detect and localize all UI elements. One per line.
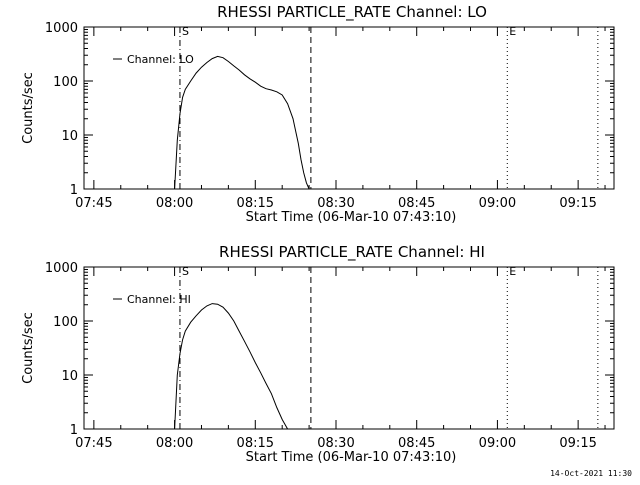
- y-tick-label: 1: [70, 183, 78, 198]
- marker-label-S: S: [182, 25, 189, 38]
- marker-label-E: E: [509, 265, 516, 278]
- date-stamp: 14-Oct-2021 11:30: [550, 469, 632, 478]
- x-tick-label: 09:15: [559, 196, 596, 211]
- chart-title: RHESSI PARTICLE_RATE Channel: HI: [219, 243, 485, 262]
- chart-title: RHESSI PARTICLE_RATE Channel: LO: [217, 3, 487, 22]
- chart-panel-1: RHESSI PARTICLE_RATE Channel: LO 1 10 100 10…: [21, 3, 615, 225]
- y-tick-label: 10: [61, 369, 78, 384]
- x-tick-label: 08:30: [317, 436, 354, 451]
- y-tick-label: 1000: [45, 261, 78, 276]
- x-tick-label: 07:45: [75, 436, 112, 451]
- x-tick-label: 08:15: [237, 436, 274, 451]
- plot-frame: [83, 26, 615, 190]
- x-tick-label: 07:45: [75, 196, 112, 211]
- series-line-1: [174, 55, 310, 190]
- legend-label: Channel: HI: [127, 293, 191, 306]
- y-tick-label: 1000: [45, 21, 78, 36]
- marker-label-E: E: [509, 25, 516, 38]
- x-tick-label: 09:00: [479, 436, 516, 451]
- marker-label-S: S: [182, 265, 189, 278]
- x-tick-label: 09:15: [559, 436, 596, 451]
- x-tick-label: 09:00: [479, 196, 516, 211]
- y-tick-label: 100: [53, 315, 78, 330]
- x-tick-label: 08:45: [398, 436, 435, 451]
- x-tick-label: 08:15: [237, 196, 274, 211]
- y-axis-label: Counts/sec: [21, 72, 36, 144]
- x-tick-label: 08:30: [317, 196, 354, 211]
- plot-frame: [83, 266, 615, 430]
- series-line-1: [174, 303, 289, 430]
- y-tick-label: 1: [70, 423, 78, 438]
- x-tick-label: 08:45: [398, 196, 435, 211]
- y-axis-label: Counts/sec: [21, 312, 36, 384]
- chart-panel-2: RHESSI PARTICLE_RATE Channel: HI 1 10 100 10…: [21, 243, 615, 465]
- x-axis-label: Start Time (06-Mar-10 07:43:10): [246, 210, 457, 225]
- x-tick-label: 08:00: [156, 196, 193, 211]
- legend-label: Channel: LO: [127, 53, 194, 66]
- y-tick-label: 10: [61, 129, 78, 144]
- y-tick-label: 100: [53, 75, 78, 90]
- x-tick-label: 08:00: [156, 436, 193, 451]
- x-axis-label: Start Time (06-Mar-10 07:43:10): [246, 450, 457, 465]
